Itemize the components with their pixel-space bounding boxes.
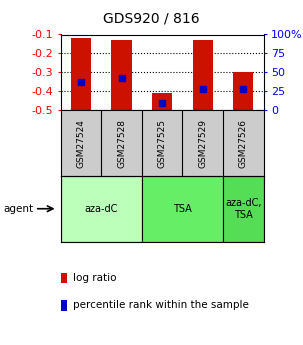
Bar [233, 72, 253, 110]
Text: log ratio: log ratio [73, 273, 117, 283]
Text: GDS920 / 816: GDS920 / 816 [103, 12, 200, 26]
Text: GSM27526: GSM27526 [239, 119, 248, 168]
Text: GSM27525: GSM27525 [158, 119, 167, 168]
Bar [112, 40, 132, 110]
Text: aza-dC: aza-dC [85, 204, 118, 214]
Text: TSA: TSA [173, 204, 192, 214]
Bar [71, 38, 91, 110]
Bar [223, 176, 264, 242]
Text: agent: agent [3, 204, 33, 214]
Bar [152, 93, 172, 110]
Bar [142, 176, 223, 242]
Text: aza-dC,
TSA: aza-dC, TSA [225, 198, 261, 219]
Text: GSM27524: GSM27524 [76, 119, 85, 168]
Text: GSM27529: GSM27529 [198, 119, 207, 168]
Bar [61, 176, 142, 242]
Text: GSM27528: GSM27528 [117, 119, 126, 168]
Text: percentile rank within the sample: percentile rank within the sample [73, 300, 249, 310]
Bar [193, 40, 213, 110]
